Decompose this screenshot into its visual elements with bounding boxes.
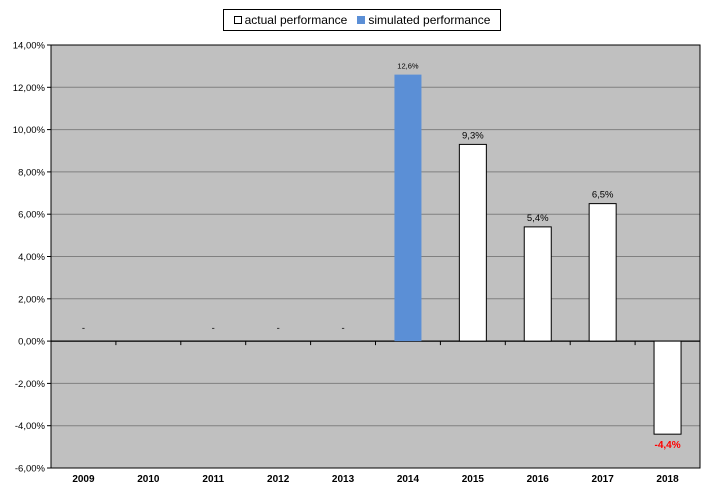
legend-label-simulated: simulated performance <box>368 13 491 27</box>
data-label: 6,5% <box>592 190 614 201</box>
x-tick-label: 2009 <box>72 474 95 485</box>
y-tick-label: 4,00% <box>18 252 45 263</box>
data-label: 9,3% <box>462 130 484 141</box>
x-tick-label: 2012 <box>267 474 290 485</box>
data-label: 12,6% <box>397 62 419 71</box>
y-tick-label: 10,00% <box>13 125 46 136</box>
bar-actual <box>523 226 552 342</box>
x-tick-label: 2018 <box>656 474 679 485</box>
y-tick-label: 6,00% <box>18 210 45 221</box>
y-tick-label: 12,00% <box>13 83 46 94</box>
legend-swatch-simulated <box>357 16 366 24</box>
bar-actual <box>653 340 682 435</box>
legend-item-simulated: simulated performance <box>357 13 490 27</box>
y-tick-label: 8,00% <box>18 167 45 178</box>
y-tick-label: 2,00% <box>18 294 45 305</box>
x-tick-label: 2014 <box>397 474 420 485</box>
x-tick-label: 2011 <box>202 474 224 485</box>
legend-label-actual: actual performance <box>244 13 348 27</box>
x-tick-label: 2017 <box>592 474 615 485</box>
bar-actual <box>458 143 487 342</box>
data-label: - <box>341 323 344 334</box>
chart-legend: actual performance simulated performance <box>223 9 501 31</box>
plot-border <box>50 44 701 469</box>
y-tick-label: -4,00% <box>15 421 46 432</box>
data-label: -4,4% <box>654 440 680 451</box>
data-label: 5,4% <box>527 213 549 224</box>
legend-swatch-actual <box>233 16 242 24</box>
data-label: - <box>212 323 215 334</box>
y-tick-label: 14,00% <box>13 41 46 52</box>
bar-actual <box>588 203 617 342</box>
x-tick-label: 2013 <box>332 474 355 485</box>
x-tick-label: 2010 <box>137 474 160 485</box>
data-label: - <box>277 323 280 334</box>
y-tick-label: 0,00% <box>18 337 45 348</box>
y-tick-label: -2,00% <box>15 379 46 390</box>
data-label: - <box>82 323 85 334</box>
x-tick-label: 2015 <box>462 474 485 485</box>
bar-simulated <box>394 74 422 342</box>
y-tick-label: -6,00% <box>15 464 46 475</box>
x-tick-label: 2016 <box>527 474 550 485</box>
legend-item-actual: actual performance <box>233 13 348 27</box>
